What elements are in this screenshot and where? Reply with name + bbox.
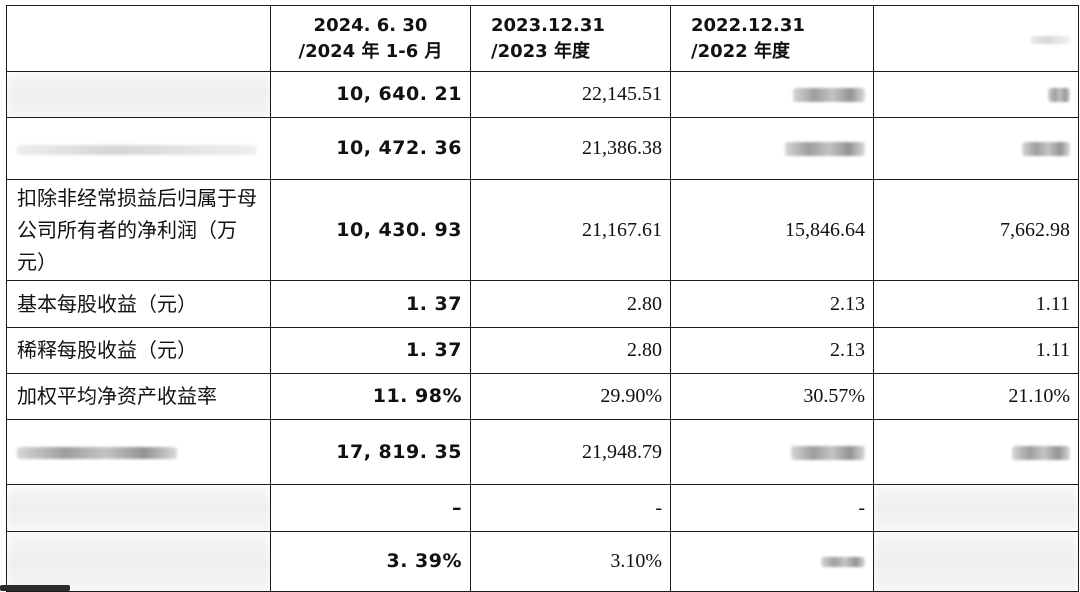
cell-value-2024h1: 1. 37 xyxy=(270,280,471,328)
cell-value-2024h1: 3. 39% xyxy=(270,531,471,592)
cell-value-2024h1: 1. 37 xyxy=(270,327,471,374)
table-row: 10, 640. 21 22,145.51 xyxy=(6,71,1079,118)
row-label-net-profit-excluding-nonrecurring: 扣除非经常损益后归属于母公司所有者的净利润（万元） xyxy=(6,179,271,281)
table-row: 扣除非经常损益后归属于母公司所有者的净利润（万元） 10, 430. 93 21… xyxy=(6,179,1079,281)
cell-value-2021-redacted xyxy=(873,117,1079,180)
cell-value-2021-redacted xyxy=(873,531,1079,592)
redacted-label xyxy=(7,485,270,531)
cell-value-2022-redacted xyxy=(670,117,874,180)
cell-value-2023: 21,167.61 xyxy=(470,179,671,281)
header-period-2022: 2022.12.31 /2022 年度 xyxy=(670,5,874,72)
header-period-2023-date: 2023.12.31 xyxy=(491,14,605,36)
table-row: – - - xyxy=(6,484,1079,532)
page-edge-mark xyxy=(0,585,70,591)
redacted-value xyxy=(874,485,1078,531)
cell-value-2024h1: 11. 98% xyxy=(270,373,471,420)
cell-value-2021-redacted xyxy=(873,484,1079,532)
cell-value-2024h1: 10, 640. 21 xyxy=(270,71,471,118)
redacted-label xyxy=(17,447,177,459)
cell-value-2023: 2.80 xyxy=(470,280,671,328)
header-label-cell xyxy=(6,5,271,72)
cell-value-2023: 29.90% xyxy=(470,373,671,420)
cell-value-2022: - xyxy=(670,484,874,532)
redacted-value xyxy=(1048,88,1070,103)
cell-value-2022-redacted xyxy=(670,531,874,592)
row-label-redacted xyxy=(6,531,271,592)
redacted-value xyxy=(874,532,1078,591)
cell-value-2023: - xyxy=(470,484,671,532)
row-label-redacted xyxy=(6,71,271,118)
redacted-value xyxy=(1012,445,1070,460)
cell-value-2022-redacted xyxy=(670,71,874,118)
cell-value-2023: 3.10% xyxy=(470,531,671,592)
header-row: 2024. 6. 30 /2024 年 1-6 月 2023.12.31 /20… xyxy=(6,5,1079,72)
redacted-value xyxy=(791,445,865,460)
financial-indicators-table: 2024. 6. 30 /2024 年 1-6 月 2023.12.31 /20… xyxy=(6,5,1079,592)
cell-value-2022-redacted xyxy=(670,419,874,485)
header-period-2024h1: 2024. 6. 30 /2024 年 1-6 月 xyxy=(270,5,471,72)
header-period-2023-range: /2023 年度 xyxy=(491,40,590,62)
redacted-label xyxy=(7,72,270,117)
row-label-diluted-eps: 稀释每股收益（元） xyxy=(6,327,271,374)
cell-value-2024h1: 17, 819. 35 xyxy=(270,419,471,485)
cell-value-2022: 15,846.64 xyxy=(670,179,874,281)
cell-value-2024h1: – xyxy=(270,484,471,532)
table-row: 10, 472. 36 21,386.38 xyxy=(6,117,1079,180)
cell-value-2024h1: 10, 430. 93 xyxy=(270,179,471,281)
redacted-value xyxy=(785,142,865,157)
redacted-header-text xyxy=(1030,35,1070,44)
cell-value-2023: 2.80 xyxy=(470,327,671,374)
cell-value-2021: 7,662.98 xyxy=(873,179,1079,281)
cell-value-2022: 2.13 xyxy=(670,280,874,328)
cell-value-2021-redacted xyxy=(873,419,1079,485)
redacted-label xyxy=(7,532,270,591)
header-period-2022-range: /2022 年度 xyxy=(691,40,790,62)
row-label-redacted xyxy=(6,419,271,485)
cell-value-2021-redacted xyxy=(873,71,1079,118)
header-period-2024h1-date: 2024. 6. 30 xyxy=(313,14,428,36)
table-row: 基本每股收益（元） 1. 37 2.80 2.13 1.11 xyxy=(6,280,1079,328)
row-label-redacted xyxy=(6,484,271,532)
redacted-value xyxy=(1022,142,1070,157)
table-row: 17, 819. 35 21,948.79 xyxy=(6,419,1079,485)
row-label-weighted-roe: 加权平均净资产收益率 xyxy=(6,373,271,420)
row-label-redacted xyxy=(6,117,271,180)
table-row: 稀释每股收益（元） 1. 37 2.80 2.13 1.11 xyxy=(6,327,1079,374)
table-row: 加权平均净资产收益率 11. 98% 29.90% 30.57% 21.10% xyxy=(6,373,1079,420)
cell-value-2023: 21,386.38 xyxy=(470,117,671,180)
header-period-2022-date: 2022.12.31 xyxy=(691,14,805,36)
cell-value-2023: 21,948.79 xyxy=(470,419,671,485)
table-row: 3. 39% 3.10% xyxy=(6,531,1079,592)
redacted-value xyxy=(821,557,865,568)
header-period-2021-redacted xyxy=(873,5,1079,72)
cell-value-2023: 22,145.51 xyxy=(470,71,671,118)
financial-table-container: 2024. 6. 30 /2024 年 1-6 月 2023.12.31 /20… xyxy=(6,5,1079,592)
cell-value-2024h1: 10, 472. 36 xyxy=(270,117,471,180)
header-period-2024h1-range: /2024 年 1-6 月 xyxy=(298,40,443,62)
cell-value-2022: 30.57% xyxy=(670,373,874,420)
cell-value-2022: 2.13 xyxy=(670,327,874,374)
header-period-2023: 2023.12.31 /2023 年度 xyxy=(470,5,671,72)
row-label-basic-eps: 基本每股收益（元） xyxy=(6,280,271,328)
cell-value-2021: 1.11 xyxy=(873,280,1079,328)
cell-value-2021: 1.11 xyxy=(873,327,1079,374)
redacted-value xyxy=(793,88,865,103)
redacted-label xyxy=(17,144,257,155)
cell-value-2021: 21.10% xyxy=(873,373,1079,420)
